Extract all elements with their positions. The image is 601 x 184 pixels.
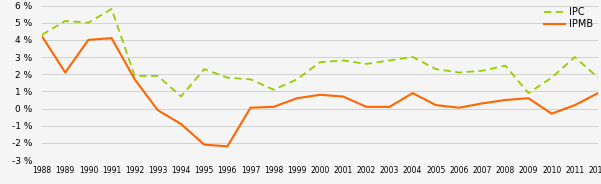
IPMB bbox=[224, 145, 231, 147]
IPMB bbox=[478, 102, 486, 105]
IPC bbox=[177, 95, 185, 98]
IPMB bbox=[38, 35, 46, 38]
IPC bbox=[594, 77, 601, 79]
IPC bbox=[502, 65, 509, 67]
IPMB bbox=[571, 104, 578, 106]
IPC bbox=[409, 56, 416, 58]
IPC bbox=[386, 59, 393, 62]
Line: IPMB: IPMB bbox=[42, 36, 598, 146]
IPC bbox=[548, 77, 555, 79]
IPC bbox=[38, 34, 46, 36]
IPMB bbox=[293, 97, 300, 99]
IPMB bbox=[432, 104, 439, 106]
IPC bbox=[432, 68, 439, 70]
IPC bbox=[340, 59, 347, 62]
IPMB bbox=[62, 71, 69, 74]
IPC bbox=[85, 22, 92, 24]
IPMB bbox=[201, 144, 208, 146]
IPC bbox=[201, 68, 208, 70]
IPMB bbox=[108, 37, 115, 39]
IPC bbox=[363, 63, 370, 65]
IPC bbox=[224, 77, 231, 79]
IPC bbox=[154, 75, 162, 77]
IPMB bbox=[456, 107, 463, 109]
IPMB bbox=[340, 95, 347, 98]
Legend: IPC, IPMB: IPC, IPMB bbox=[544, 7, 593, 29]
IPMB bbox=[594, 92, 601, 94]
IPC bbox=[270, 89, 277, 91]
IPC bbox=[62, 20, 69, 22]
IPMB bbox=[386, 106, 393, 108]
Line: IPC: IPC bbox=[42, 9, 598, 97]
IPMB bbox=[409, 92, 416, 94]
IPMB bbox=[154, 109, 162, 111]
IPMB bbox=[177, 123, 185, 125]
IPMB bbox=[363, 106, 370, 108]
IPMB bbox=[502, 99, 509, 101]
IPMB bbox=[247, 107, 254, 109]
IPC bbox=[317, 61, 324, 63]
IPC bbox=[571, 56, 578, 58]
IPMB bbox=[131, 78, 138, 80]
IPC bbox=[478, 70, 486, 72]
IPMB bbox=[85, 39, 92, 41]
IPMB bbox=[548, 113, 555, 115]
IPC bbox=[456, 71, 463, 74]
IPC bbox=[525, 92, 532, 94]
IPC bbox=[108, 8, 115, 10]
IPMB bbox=[525, 97, 532, 99]
IPMB bbox=[270, 106, 277, 108]
IPMB bbox=[317, 94, 324, 96]
IPC bbox=[247, 78, 254, 80]
IPC bbox=[293, 78, 300, 80]
IPC bbox=[131, 75, 138, 77]
